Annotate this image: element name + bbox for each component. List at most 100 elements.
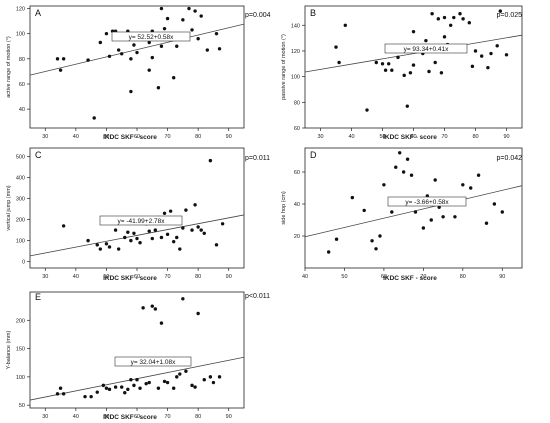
p-value: p=0.025 bbox=[497, 12, 523, 19]
y-tick-label: 120 bbox=[291, 49, 300, 55]
data-point bbox=[184, 369, 188, 373]
data-point bbox=[326, 250, 331, 254]
data-point bbox=[208, 375, 213, 379]
panel-a: 30 40 50 60 70 80 90 40 60 80 100 120 IKDC SKF - sco… bbox=[6, 5, 271, 141]
y-tick-label: 0 bbox=[22, 260, 25, 266]
data-point bbox=[217, 47, 222, 51]
data-point bbox=[409, 173, 414, 177]
data-point bbox=[98, 40, 103, 45]
y-tick-label: 20 bbox=[294, 234, 300, 240]
y-tick-label: 300 bbox=[16, 197, 25, 203]
data-point bbox=[116, 247, 121, 251]
data-point bbox=[120, 385, 124, 389]
y-tick-label: 80 bbox=[19, 57, 25, 63]
p-value: p<0.011 bbox=[245, 293, 270, 300]
x-tick-label: 30 bbox=[42, 274, 48, 280]
p-value: p=0.042 bbox=[497, 155, 523, 162]
y-tick-label: 60 bbox=[19, 82, 25, 88]
data-point bbox=[492, 202, 497, 206]
data-point bbox=[334, 237, 339, 241]
y-axis-label: Y-balance (mm) bbox=[6, 331, 12, 370]
data-point bbox=[193, 9, 197, 13]
data-point bbox=[190, 28, 194, 32]
x-tick-label: 60 bbox=[134, 414, 140, 420]
data-point bbox=[55, 392, 60, 396]
data-point bbox=[467, 20, 471, 25]
y-tick-label: 500 bbox=[16, 154, 25, 160]
x-tick-label: 70 bbox=[165, 414, 171, 420]
data-point bbox=[190, 383, 194, 388]
x-tick-label: 60 bbox=[134, 134, 140, 140]
data-point bbox=[452, 15, 456, 20]
data-point bbox=[196, 311, 200, 316]
data-point bbox=[343, 23, 347, 27]
plot-frame bbox=[29, 5, 245, 129]
data-point bbox=[171, 239, 176, 244]
data-point bbox=[132, 231, 136, 235]
data-point bbox=[184, 208, 188, 212]
data-point bbox=[401, 170, 406, 174]
x-tick-label: 80 bbox=[460, 274, 466, 280]
data-point bbox=[437, 205, 441, 209]
x-tick-label: 30 bbox=[42, 134, 48, 140]
data-point bbox=[504, 53, 509, 57]
x-tick-label: 80 bbox=[195, 274, 201, 280]
data-point bbox=[129, 238, 133, 243]
data-point bbox=[193, 385, 197, 389]
data-point bbox=[429, 218, 433, 222]
x-tick-label: 70 bbox=[165, 274, 171, 280]
x-tick-label: 80 bbox=[195, 134, 201, 140]
data-point bbox=[150, 304, 154, 308]
x-tick-label: 80 bbox=[472, 134, 478, 140]
y-axis-label: vertical jump (mm) bbox=[6, 185, 12, 230]
y-tick-label: 200 bbox=[16, 218, 25, 224]
y-tick-label: 150 bbox=[16, 347, 25, 353]
data-point bbox=[476, 173, 481, 177]
equation-box bbox=[387, 196, 467, 207]
data-point bbox=[135, 236, 139, 241]
data-point bbox=[147, 380, 151, 385]
data-point bbox=[165, 380, 170, 385]
data-point bbox=[104, 386, 109, 390]
y-tick-label: 50 bbox=[19, 403, 25, 409]
data-point bbox=[461, 183, 465, 187]
plot-frame bbox=[304, 5, 523, 129]
data-point bbox=[153, 228, 158, 232]
panel-b: 30 40 50 60 70 80 90 60 80 100 120 140 IKDC SKF - sc… bbox=[281, 5, 523, 141]
plot-frame bbox=[29, 147, 245, 269]
data-point bbox=[396, 55, 400, 60]
data-point bbox=[175, 235, 179, 240]
data-point bbox=[165, 16, 170, 21]
data-point bbox=[159, 6, 164, 11]
data-point bbox=[365, 108, 369, 112]
x-tick-label: 60 bbox=[381, 274, 387, 280]
data-point bbox=[402, 73, 406, 78]
data-point bbox=[86, 238, 90, 243]
x-tick-label: 40 bbox=[302, 274, 308, 280]
data-point bbox=[101, 383, 106, 388]
data-point bbox=[196, 37, 200, 41]
data-point bbox=[147, 40, 151, 45]
x-tick-label: 30 bbox=[42, 414, 48, 420]
data-point bbox=[374, 247, 378, 251]
regression-equation: y= 32.04+1.08x bbox=[131, 359, 177, 366]
data-point bbox=[147, 229, 151, 233]
y-tick-label: 40 bbox=[19, 107, 25, 113]
x-axis-label: IKDC SKF - score bbox=[383, 134, 437, 141]
regression-line bbox=[305, 34, 522, 73]
data-point bbox=[153, 307, 158, 311]
panel-letter: E bbox=[35, 292, 41, 302]
data-point bbox=[214, 31, 219, 36]
data-point bbox=[350, 195, 355, 200]
x-tick-label: 30 bbox=[317, 134, 323, 140]
data-point bbox=[199, 14, 203, 18]
y-tick-label: 100 bbox=[16, 32, 25, 38]
regression-equation: y= 93.34+0.41x bbox=[404, 46, 450, 53]
data-point bbox=[113, 385, 118, 389]
data-point bbox=[113, 228, 118, 232]
y-tick-label: 100 bbox=[16, 375, 25, 381]
data-point bbox=[181, 18, 185, 22]
x-tick-label: 60 bbox=[410, 134, 416, 140]
x-tick-label: 90 bbox=[503, 134, 509, 140]
data-point bbox=[473, 49, 478, 53]
